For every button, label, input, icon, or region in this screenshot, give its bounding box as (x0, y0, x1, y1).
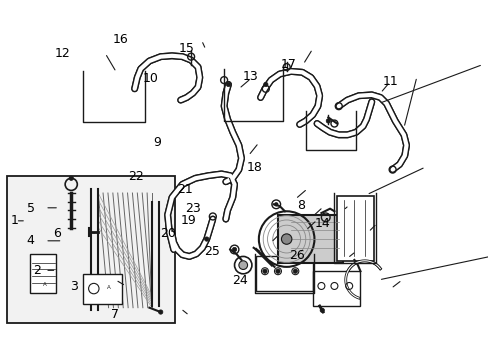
Circle shape (158, 310, 163, 314)
Text: 8: 8 (297, 198, 305, 212)
Text: 19: 19 (181, 214, 197, 227)
Text: 10: 10 (142, 72, 159, 85)
Text: 26: 26 (289, 248, 305, 262)
Text: 17: 17 (280, 58, 296, 71)
Circle shape (232, 247, 236, 252)
Text: 21: 21 (177, 183, 192, 196)
Text: 14: 14 (314, 217, 330, 230)
Bar (312, 271, 360, 306)
Circle shape (293, 269, 297, 273)
Text: 15: 15 (179, 42, 194, 55)
Text: 1: 1 (11, 214, 19, 227)
Circle shape (226, 82, 230, 87)
Text: 11: 11 (382, 75, 398, 88)
Text: 20: 20 (160, 227, 175, 240)
Circle shape (281, 234, 291, 244)
Bar (7, 176, 174, 323)
Text: 7: 7 (110, 308, 119, 321)
Bar (256, 256, 312, 291)
Bar (277, 215, 343, 262)
Text: 22: 22 (128, 170, 143, 183)
Text: 5: 5 (26, 202, 35, 215)
Circle shape (69, 176, 73, 180)
Text: 18: 18 (246, 161, 262, 174)
Text: 24: 24 (232, 274, 247, 287)
Text: 3: 3 (70, 280, 78, 293)
Circle shape (239, 261, 247, 270)
Bar (82, 274, 122, 304)
Text: 25: 25 (204, 246, 220, 258)
Text: 9: 9 (153, 136, 161, 149)
Text: A: A (106, 285, 110, 289)
Circle shape (273, 202, 278, 207)
Circle shape (275, 269, 280, 273)
Bar (30, 254, 56, 293)
Circle shape (325, 119, 330, 123)
Bar (336, 195, 373, 261)
Text: 12: 12 (55, 47, 71, 60)
Circle shape (263, 82, 267, 87)
Circle shape (262, 269, 266, 273)
Text: 2: 2 (33, 264, 41, 277)
Circle shape (204, 237, 208, 241)
Text: 23: 23 (185, 202, 201, 215)
Text: 13: 13 (242, 70, 258, 83)
Text: 6: 6 (53, 227, 61, 240)
Text: 16: 16 (112, 33, 128, 46)
Text: A: A (43, 282, 47, 287)
Circle shape (320, 308, 324, 312)
Text: 4: 4 (26, 234, 35, 247)
